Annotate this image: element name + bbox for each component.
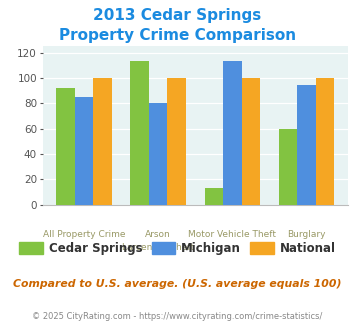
Bar (223, 61, 241, 205)
Legend: Cedar Springs, Michigan, National: Cedar Springs, Michigan, National (14, 237, 341, 259)
Text: Burglary: Burglary (287, 230, 326, 239)
Bar (297, 85, 316, 205)
Bar (204, 188, 223, 205)
Text: Property Crime Comparison: Property Crime Comparison (59, 28, 296, 43)
Bar (316, 78, 334, 205)
Text: 2013 Cedar Springs: 2013 Cedar Springs (93, 8, 262, 23)
Text: All Property Crime: All Property Crime (43, 230, 125, 239)
Bar (241, 78, 260, 205)
Text: Larceny & Theft: Larceny & Theft (122, 244, 194, 252)
Bar (131, 61, 149, 205)
Text: Compared to U.S. average. (U.S. average equals 100): Compared to U.S. average. (U.S. average … (13, 279, 342, 289)
Bar (168, 78, 186, 205)
Text: Motor Vehicle Theft: Motor Vehicle Theft (188, 230, 276, 239)
Bar (149, 103, 168, 205)
Bar (56, 88, 75, 205)
Text: Arson: Arson (145, 230, 171, 239)
Bar (75, 97, 93, 205)
Text: © 2025 CityRating.com - https://www.cityrating.com/crime-statistics/: © 2025 CityRating.com - https://www.city… (32, 312, 323, 321)
Bar (93, 78, 112, 205)
Bar (279, 129, 297, 205)
